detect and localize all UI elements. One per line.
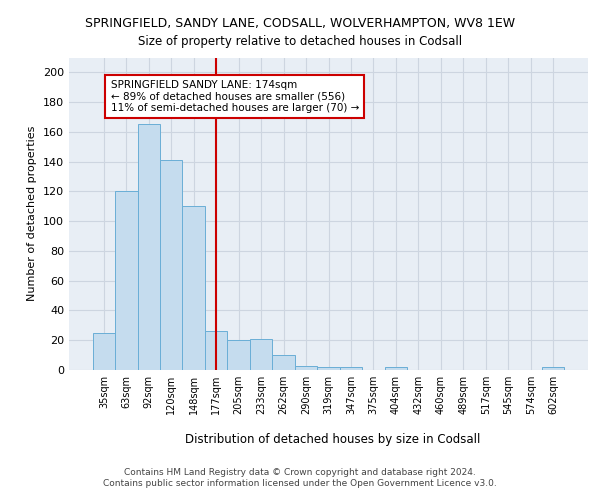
Y-axis label: Number of detached properties: Number of detached properties [28, 126, 37, 302]
Bar [317, 367, 340, 370]
Text: SPRINGFIELD SANDY LANE: 174sqm
← 89% of detached houses are smaller (556)
11% of: SPRINGFIELD SANDY LANE: 174sqm ← 89% of … [110, 80, 359, 113]
Bar [92, 333, 115, 370]
Bar [272, 355, 295, 370]
Text: Size of property relative to detached houses in Codsall: Size of property relative to detached ho… [138, 35, 462, 48]
Bar [205, 332, 227, 370]
Bar [542, 367, 565, 370]
Bar [250, 339, 272, 370]
Bar [137, 124, 160, 370]
Bar [182, 206, 205, 370]
Bar [160, 160, 182, 370]
Bar [227, 340, 250, 370]
Bar [340, 367, 362, 370]
Text: Contains HM Land Registry data © Crown copyright and database right 2024.
Contai: Contains HM Land Registry data © Crown c… [103, 468, 497, 487]
Bar [295, 366, 317, 370]
Text: Distribution of detached houses by size in Codsall: Distribution of detached houses by size … [185, 432, 481, 446]
Bar [385, 367, 407, 370]
Text: SPRINGFIELD, SANDY LANE, CODSALL, WOLVERHAMPTON, WV8 1EW: SPRINGFIELD, SANDY LANE, CODSALL, WOLVER… [85, 18, 515, 30]
Bar [115, 192, 137, 370]
